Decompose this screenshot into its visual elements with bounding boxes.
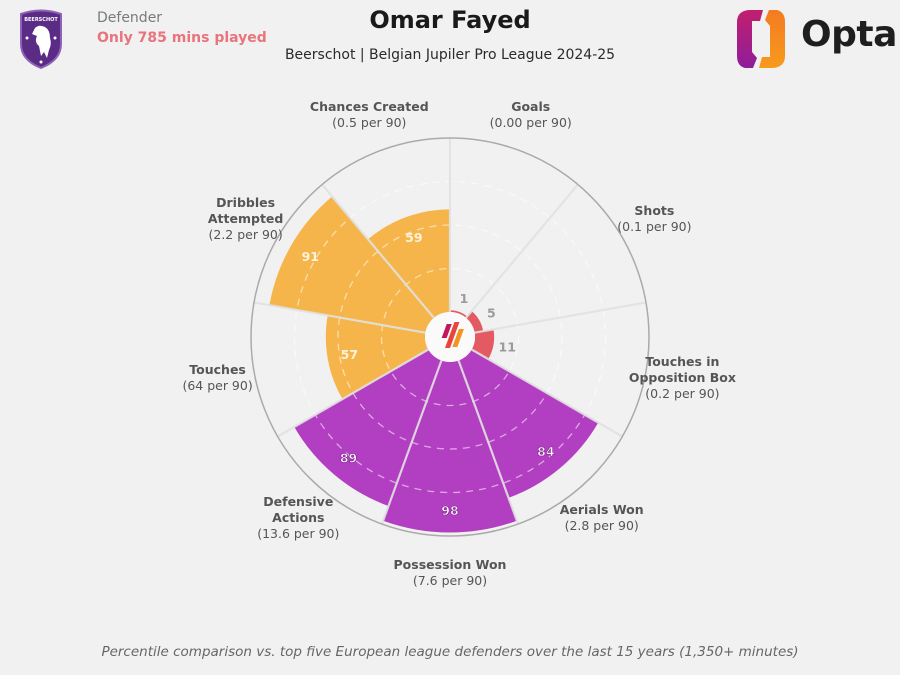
wedge-chances-created bbox=[367, 209, 450, 318]
player-position: Defender bbox=[97, 10, 163, 26]
value-label-defensive-actions: 89 bbox=[340, 450, 357, 465]
spoke bbox=[457, 360, 520, 525]
category-label-touches-in-opposition-box: Touches in Opposition Box (0.2 per 90) bbox=[629, 354, 736, 401]
opta-mark-icon bbox=[441, 322, 464, 348]
value-label-goals: 1 bbox=[460, 291, 469, 306]
spoke bbox=[471, 348, 623, 438]
wedge-touches bbox=[325, 315, 429, 400]
crest-text: BEERSCHOT bbox=[24, 17, 58, 23]
beerschot-crest-icon: BEERSCHOT bbox=[20, 9, 62, 70]
value-label-shots: 5 bbox=[487, 306, 496, 321]
outer-ring bbox=[250, 137, 650, 537]
value-label-possession-won: 98 bbox=[441, 503, 458, 518]
category-label-possession-won: Possession Won (7.6 per 90) bbox=[394, 557, 507, 588]
wedge-aerials-won bbox=[458, 349, 599, 498]
chart-footnote: Percentile comparison vs. top five Europ… bbox=[101, 644, 799, 660]
category-label-shots: Shots (0.1 per 90) bbox=[617, 203, 691, 234]
value-label-dribbles-attempted: 91 bbox=[302, 249, 319, 264]
spoke bbox=[321, 183, 435, 319]
spoke bbox=[474, 301, 647, 334]
wedge-goals bbox=[450, 310, 468, 318]
spoke bbox=[465, 183, 579, 319]
gridline-25 bbox=[380, 267, 520, 407]
value-label-touches-in-opposition-box: 11 bbox=[499, 340, 516, 355]
spoke bbox=[253, 301, 426, 334]
minutes-warning: Only 785 mins played bbox=[97, 30, 267, 46]
category-label-chances-created: Chances Created (0.5 per 90) bbox=[310, 99, 429, 130]
club-league-season: Beerschot | Belgian Jupiler Pro League 2… bbox=[284, 47, 616, 63]
opta-wordmark: Opta bbox=[801, 14, 897, 55]
wedge-dribbles-attempted bbox=[269, 196, 434, 333]
category-label-aerials-won: Aerials Won (2.8 per 90) bbox=[560, 502, 644, 533]
spoke bbox=[277, 348, 429, 438]
category-label-touches: Touches (64 per 90) bbox=[182, 362, 252, 393]
wedge-shots bbox=[466, 311, 484, 333]
spoke bbox=[380, 360, 443, 525]
opta-logo-icon bbox=[737, 10, 785, 68]
category-label-defensive-actions: Defensive Actions (13.6 per 90) bbox=[257, 494, 339, 541]
player-name: Omar Fayed bbox=[369, 6, 531, 34]
gridline-50 bbox=[337, 224, 563, 450]
value-label-aerials-won: 84 bbox=[537, 444, 555, 459]
category-label-goals: Goals (0.00 per 90) bbox=[490, 99, 572, 130]
value-label-touches: 57 bbox=[341, 347, 358, 362]
category-label-dribbles-attempted: Dribbles Attempted (2.2 per 90) bbox=[208, 195, 283, 242]
value-label-chances-created: 59 bbox=[405, 230, 422, 245]
